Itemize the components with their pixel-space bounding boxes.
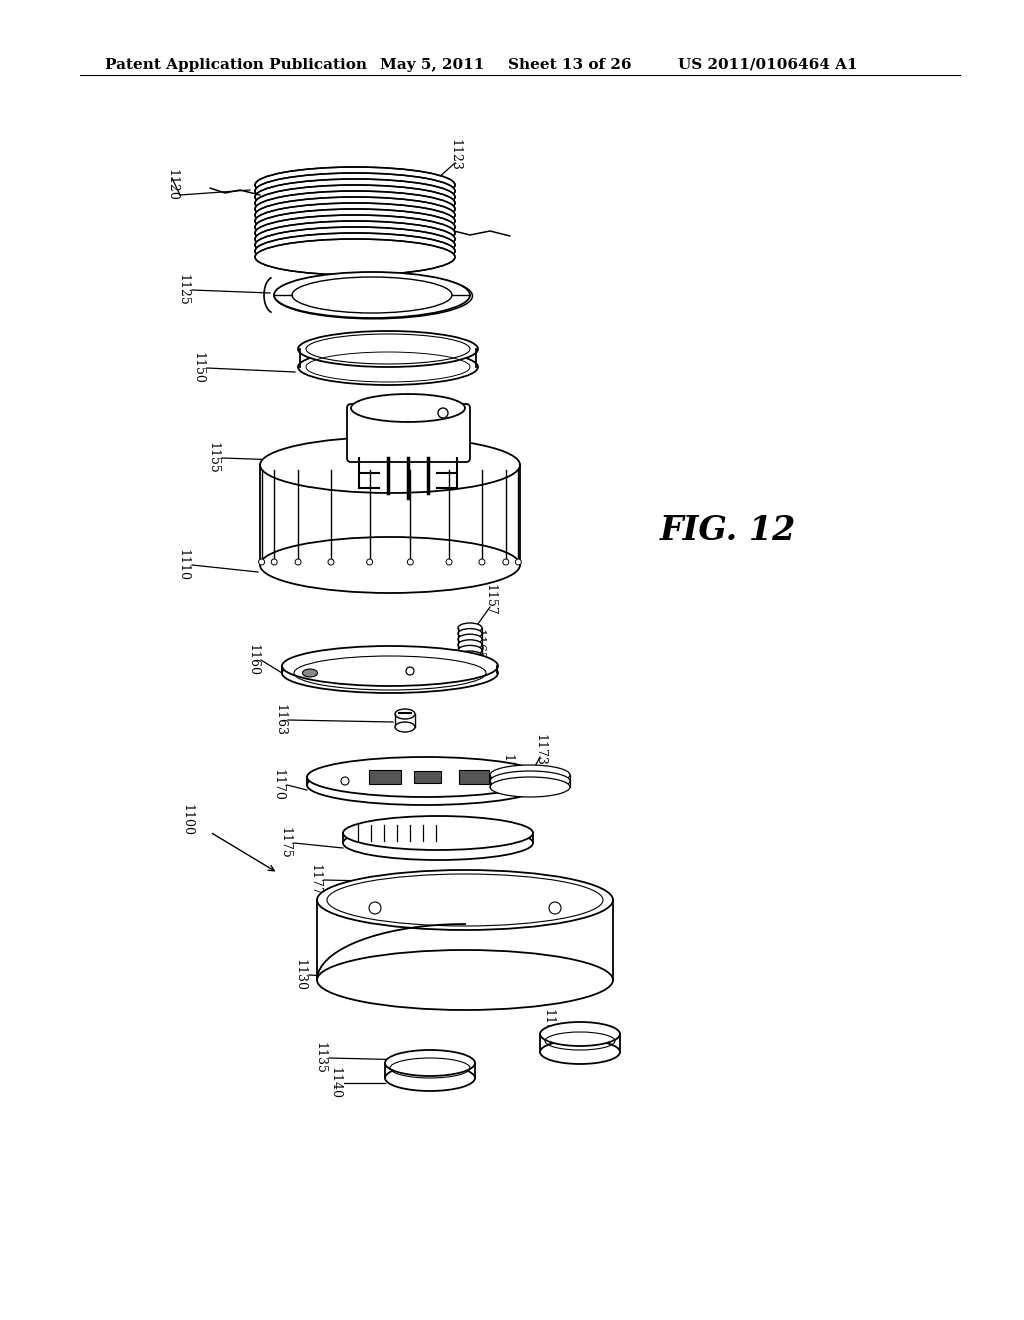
Circle shape [479,558,485,565]
Ellipse shape [490,777,570,797]
Ellipse shape [255,197,455,234]
Ellipse shape [307,766,543,805]
Ellipse shape [458,628,482,639]
Ellipse shape [255,209,455,246]
Ellipse shape [298,331,478,367]
Ellipse shape [274,272,470,318]
Circle shape [271,558,278,565]
Text: 1173: 1173 [534,734,547,766]
FancyBboxPatch shape [369,770,401,784]
Circle shape [341,777,349,785]
Ellipse shape [458,623,482,634]
Ellipse shape [255,215,455,251]
Ellipse shape [298,348,478,385]
Text: 1110: 1110 [176,549,189,581]
Text: 1150: 1150 [191,352,205,384]
Text: 1171: 1171 [501,754,513,785]
Ellipse shape [458,645,482,656]
Ellipse shape [385,1065,475,1092]
Text: 1160: 1160 [247,644,259,676]
Circle shape [369,902,381,913]
Circle shape [408,558,414,565]
Ellipse shape [317,870,613,931]
Ellipse shape [458,640,482,649]
Text: May 5, 2011: May 5, 2011 [380,58,484,73]
Ellipse shape [416,878,434,886]
Ellipse shape [416,895,434,903]
Circle shape [549,902,561,913]
Ellipse shape [302,669,317,677]
Text: Patent Application Publication: Patent Application Publication [105,58,367,73]
Ellipse shape [292,277,452,313]
Text: 1125: 1125 [176,275,189,306]
Ellipse shape [255,239,455,275]
Text: 1157: 1157 [483,585,497,616]
Circle shape [503,558,509,565]
Ellipse shape [255,203,455,239]
Ellipse shape [307,756,543,797]
Text: 1140: 1140 [329,1067,341,1100]
Ellipse shape [490,766,570,785]
Text: 1165: 1165 [471,630,484,661]
Circle shape [511,777,519,785]
Text: 1130: 1130 [294,960,306,991]
Ellipse shape [260,537,520,593]
Ellipse shape [458,651,482,661]
Ellipse shape [343,816,534,850]
FancyBboxPatch shape [414,771,441,783]
Ellipse shape [255,180,455,215]
Ellipse shape [255,234,455,269]
Text: 1163: 1163 [273,704,287,737]
Ellipse shape [282,645,498,686]
Ellipse shape [416,888,434,898]
Text: 1177: 1177 [308,865,322,896]
Text: FIG. 12: FIG. 12 [660,513,797,546]
Text: 1135: 1135 [313,1041,327,1074]
Ellipse shape [276,273,468,317]
FancyBboxPatch shape [459,770,489,784]
Ellipse shape [255,227,455,263]
Ellipse shape [255,168,455,203]
Ellipse shape [282,653,498,693]
Ellipse shape [385,1049,475,1076]
Text: 1155: 1155 [207,442,219,474]
Ellipse shape [255,191,455,227]
Ellipse shape [540,1022,620,1045]
Ellipse shape [351,393,465,422]
Ellipse shape [416,883,434,891]
Text: 1170: 1170 [271,770,285,801]
Ellipse shape [255,185,455,220]
Text: 1123: 1123 [449,139,462,170]
Ellipse shape [395,709,415,719]
Ellipse shape [490,771,570,791]
Text: 1175: 1175 [279,828,292,859]
Ellipse shape [278,273,464,315]
Circle shape [295,558,301,565]
Ellipse shape [540,1040,620,1064]
Circle shape [259,558,264,565]
FancyBboxPatch shape [347,404,470,462]
Text: 1120: 1120 [166,169,178,201]
Ellipse shape [274,273,472,319]
Ellipse shape [395,722,415,733]
Ellipse shape [317,950,613,1010]
Ellipse shape [255,173,455,209]
Ellipse shape [260,437,520,492]
Circle shape [367,558,373,565]
Circle shape [328,558,334,565]
Text: 1133: 1133 [542,1008,555,1041]
Text: US 2011/0106464 A1: US 2011/0106464 A1 [678,58,858,73]
Text: 1100: 1100 [180,804,194,836]
Ellipse shape [416,900,434,908]
Ellipse shape [458,634,482,644]
Ellipse shape [255,220,455,257]
Text: Sheet 13 of 26: Sheet 13 of 26 [508,58,632,73]
Circle shape [515,558,521,565]
Ellipse shape [343,826,534,861]
Circle shape [446,558,452,565]
